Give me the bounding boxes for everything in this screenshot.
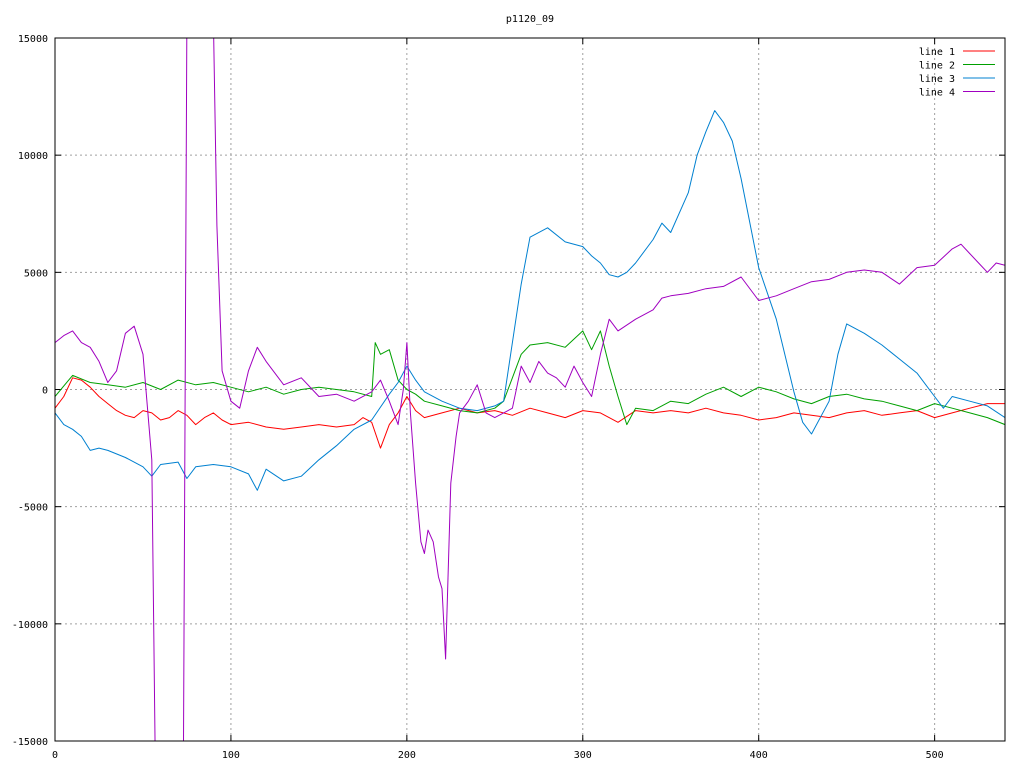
legend: line 1 line 2 line 3 line 4 xyxy=(919,47,995,99)
series-line-4 xyxy=(55,38,1005,741)
legend-label: line 4 xyxy=(919,88,955,99)
y-tick-label: 15000 xyxy=(18,34,48,45)
legend-label: line 2 xyxy=(919,61,955,72)
grid xyxy=(55,38,1005,741)
x-tick-label: 400 xyxy=(750,750,768,761)
legend-label: line 3 xyxy=(919,74,955,85)
x-tick-label: 300 xyxy=(574,750,592,761)
y-tick-label: -5000 xyxy=(18,503,48,514)
plot-area xyxy=(55,38,1005,741)
chart-title: p1120_09 xyxy=(506,14,554,25)
x-tick-label: 100 xyxy=(222,750,240,761)
x-tick-label: 0 xyxy=(52,750,58,761)
x-tick-label: 200 xyxy=(398,750,416,761)
y-tick-label: 10000 xyxy=(18,151,48,162)
plot-frame xyxy=(54,37,1006,742)
axes: -15000 -10000 -5000 0 5000 10000 15000 0 100 200 3… xyxy=(12,34,1005,761)
series-line-3 xyxy=(55,110,1005,491)
y-tick-label: -10000 xyxy=(12,620,48,631)
series-line-2 xyxy=(55,330,1005,426)
y-tick-label: 0 xyxy=(42,386,48,397)
legend-label: line 1 xyxy=(919,47,955,58)
series-line-1 xyxy=(55,377,1005,449)
x-tick-label: 500 xyxy=(926,750,944,761)
y-tick-label: 5000 xyxy=(24,268,48,279)
y-tick-label: -15000 xyxy=(12,737,48,748)
